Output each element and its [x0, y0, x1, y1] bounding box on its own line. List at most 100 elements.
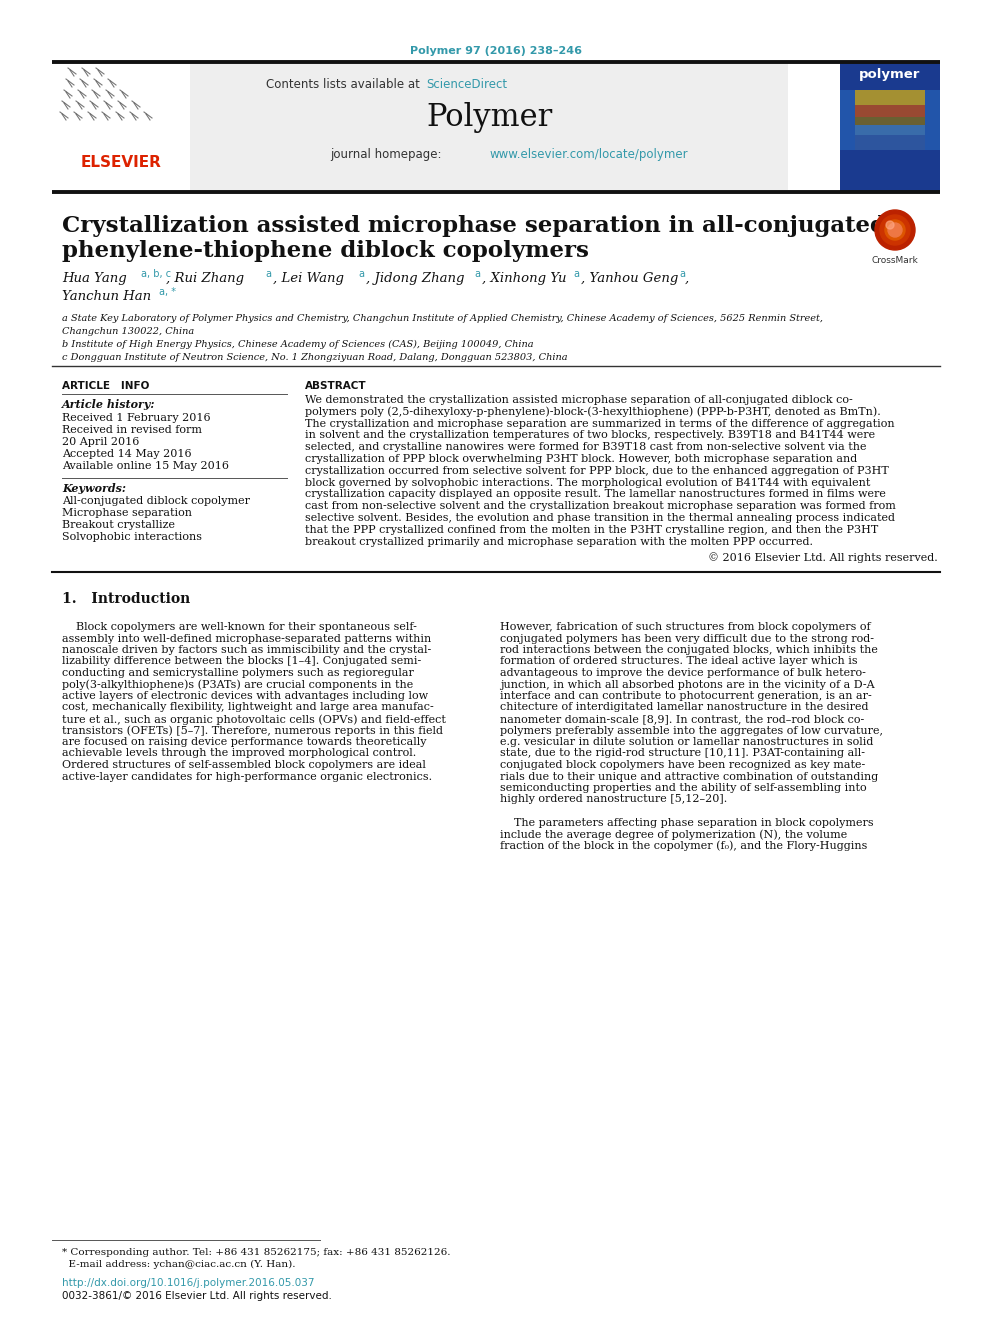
Text: We demonstrated the crystallization assisted microphase separation of all-conjug: We demonstrated the crystallization assi… [305, 396, 853, 405]
Text: © 2016 Elsevier Ltd. All rights reserved.: © 2016 Elsevier Ltd. All rights reserved… [708, 553, 938, 564]
Text: ARTICLE   INFO: ARTICLE INFO [62, 381, 150, 392]
Text: a: a [573, 269, 579, 279]
Text: , Yanhou Geng: , Yanhou Geng [581, 273, 679, 284]
Text: advantageous to improve the device performance of bulk hetero-: advantageous to improve the device perfo… [500, 668, 866, 677]
Text: a, b, c: a, b, c [141, 269, 172, 279]
Text: active-layer candidates for high-performance organic electronics.: active-layer candidates for high-perform… [62, 771, 433, 782]
Text: , Lei Wang: , Lei Wang [273, 273, 344, 284]
Circle shape [875, 210, 915, 250]
Text: Polymer 97 (2016) 238–246: Polymer 97 (2016) 238–246 [410, 46, 582, 56]
Bar [855, 90, 925, 105]
Text: lizability difference between the blocks [1–4]. Conjugated semi-: lizability difference between the blocks… [62, 656, 422, 667]
Text: ,: , [685, 273, 689, 284]
Text: Ordered structures of self-assembled block copolymers are ideal: Ordered structures of self-assembled blo… [62, 759, 426, 770]
Text: polymers preferably assemble into the aggregates of low curvature,: polymers preferably assemble into the ag… [500, 725, 883, 736]
Text: breakout crystallized primarily and microphase separation with the molten PPP oc: breakout crystallized primarily and micr… [305, 537, 813, 546]
Text: Breakout crystallize: Breakout crystallize [62, 520, 175, 531]
Text: formation of ordered structures. The ideal active layer which is: formation of ordered structures. The ide… [500, 656, 858, 667]
Text: fraction of the block in the copolymer (f₀), and the Flory-Huggins: fraction of the block in the copolymer (… [500, 840, 867, 851]
Text: semiconducting properties and the ability of self-assembling into: semiconducting properties and the abilit… [500, 783, 867, 792]
Text: Crystallization assisted microphase separation in all-conjugated: Crystallization assisted microphase sepa… [62, 216, 886, 237]
Text: Changchun 130022, China: Changchun 130022, China [62, 327, 194, 336]
Text: are focused on raising device performance towards theoretically: are focused on raising device performanc… [62, 737, 427, 747]
Text: a: a [265, 269, 271, 279]
Text: 1.   Introduction: 1. Introduction [62, 591, 190, 606]
Text: However, fabrication of such structures from block copolymers of: However, fabrication of such structures … [500, 622, 871, 632]
Circle shape [888, 224, 902, 237]
Circle shape [885, 220, 905, 239]
Bar [52, 62, 190, 192]
Text: junction, in which all absorbed photons are in the vicinity of a D-A: junction, in which all absorbed photons … [500, 680, 875, 689]
Text: crystallization capacity displayed an opposite result. The lamellar nanostructur: crystallization capacity displayed an op… [305, 490, 886, 499]
Text: active layers of electronic devices with advantages including low: active layers of electronic devices with… [62, 691, 429, 701]
Text: cost, mechanically flexibility, lightweight and large area manufac-: cost, mechanically flexibility, lightwei… [62, 703, 434, 713]
Text: transistors (OFETs) [5–7]. Therefore, numerous reports in this field: transistors (OFETs) [5–7]. Therefore, nu… [62, 725, 443, 736]
Text: c Dongguan Institute of Neutron Science, No. 1 Zhongziyuan Road, Dalang, Donggua: c Dongguan Institute of Neutron Science,… [62, 353, 567, 363]
Bar [840, 62, 940, 192]
Text: , Xinhong Yu: , Xinhong Yu [482, 273, 566, 284]
Text: highly ordered nanostructure [5,12–20].: highly ordered nanostructure [5,12–20]. [500, 795, 727, 804]
Text: conjugated polymers has been very difficult due to the strong rod-: conjugated polymers has been very diffic… [500, 634, 874, 643]
Text: nanometer domain-scale [8,9]. In contrast, the rod–rod block co-: nanometer domain-scale [8,9]. In contras… [500, 714, 864, 724]
Text: selective solvent. Besides, the evolution and phase transition in the thermal an: selective solvent. Besides, the evolutio… [305, 513, 895, 523]
Text: Contents lists available at: Contents lists available at [267, 78, 424, 91]
Text: assembly into well-defined microphase-separated patterns within: assembly into well-defined microphase-se… [62, 634, 432, 643]
Text: Accepted 14 May 2016: Accepted 14 May 2016 [62, 448, 191, 459]
Text: interface and can contribute to photocurrent generation, is an ar-: interface and can contribute to photocur… [500, 691, 872, 701]
Text: b Institute of High Energy Physics, Chinese Academy of Sciences (CAS), Beijing 1: b Institute of High Energy Physics, Chin… [62, 340, 534, 349]
Text: conducting and semicrystalline polymers such as regioregular: conducting and semicrystalline polymers … [62, 668, 414, 677]
Text: , Jidong Zhang: , Jidong Zhang [366, 273, 464, 284]
Text: Microphase separation: Microphase separation [62, 508, 192, 519]
Bar [840, 90, 940, 149]
Text: a: a [679, 269, 685, 279]
Text: a: a [358, 269, 364, 279]
Bar [855, 116, 925, 124]
Bar [855, 124, 925, 135]
Text: state, due to the rigid-rod structure [10,11]. P3AT-containing all-: state, due to the rigid-rod structure [1… [500, 749, 865, 758]
Text: that the PPP crystallized confined from the molten in the P3HT crystalline regio: that the PPP crystallized confined from … [305, 525, 878, 534]
Text: E-mail address: ychan@ciac.ac.cn (Y. Han).: E-mail address: ychan@ciac.ac.cn (Y. Han… [62, 1259, 296, 1269]
Text: 20 April 2016: 20 April 2016 [62, 437, 139, 447]
Text: Article history:: Article history: [62, 400, 156, 410]
Text: Available online 15 May 2016: Available online 15 May 2016 [62, 460, 229, 471]
Text: a State Key Laboratory of Polymer Physics and Chemistry, Changchun Institute of : a State Key Laboratory of Polymer Physic… [62, 314, 823, 323]
Text: conjugated block copolymers have been recognized as key mate-: conjugated block copolymers have been re… [500, 759, 865, 770]
Text: in solvent and the crystallization temperatures of two blocks, respectively. B39: in solvent and the crystallization tempe… [305, 430, 875, 441]
Circle shape [880, 216, 910, 245]
Text: crystallization occurred from selective solvent for PPP block, due to the enhanc: crystallization occurred from selective … [305, 466, 889, 476]
Text: http://dx.doi.org/10.1016/j.polymer.2016.05.037: http://dx.doi.org/10.1016/j.polymer.2016… [62, 1278, 314, 1289]
Text: www.elsevier.com/locate/polymer: www.elsevier.com/locate/polymer [490, 148, 688, 161]
Text: include the average degree of polymerization (N), the volume: include the average degree of polymeriza… [500, 830, 847, 840]
Text: * Corresponding author. Tel: +86 431 85262175; fax: +86 431 85262126.: * Corresponding author. Tel: +86 431 852… [62, 1248, 450, 1257]
Text: crystallization of PPP block overwhelming P3HT block. However, both microphase s: crystallization of PPP block overwhelmin… [305, 454, 857, 464]
Text: achievable levels through the improved morphological control.: achievable levels through the improved m… [62, 749, 417, 758]
Text: ScienceDirect: ScienceDirect [426, 78, 507, 91]
Text: chitecture of interdigitated lamellar nanostructure in the desired: chitecture of interdigitated lamellar na… [500, 703, 869, 713]
Text: a: a [474, 269, 480, 279]
Bar [190, 62, 788, 192]
Text: Solvophobic interactions: Solvophobic interactions [62, 532, 202, 542]
Text: ELSEVIER: ELSEVIER [80, 155, 162, 169]
Text: polymer: polymer [859, 67, 921, 81]
Text: selected, and crystalline nanowires were formed for B39T18 cast from non-selecti: selected, and crystalline nanowires were… [305, 442, 866, 452]
Bar [855, 135, 925, 149]
Text: Hua Yang: Hua Yang [62, 273, 127, 284]
Text: 0032-3861/© 2016 Elsevier Ltd. All rights reserved.: 0032-3861/© 2016 Elsevier Ltd. All right… [62, 1291, 332, 1301]
Circle shape [886, 221, 894, 229]
Text: nanoscale driven by factors such as immiscibility and the crystal-: nanoscale driven by factors such as immi… [62, 646, 432, 655]
Text: Received 1 February 2016: Received 1 February 2016 [62, 413, 210, 423]
Text: Polymer: Polymer [426, 102, 553, 134]
Text: The parameters affecting phase separation in block copolymers: The parameters affecting phase separatio… [500, 818, 874, 827]
Text: journal homepage:: journal homepage: [330, 148, 445, 161]
Text: phenylene-thiophene diblock copolymers: phenylene-thiophene diblock copolymers [62, 239, 589, 262]
Text: All-conjugated diblock copolymer: All-conjugated diblock copolymer [62, 496, 250, 505]
Text: rod interactions between the conjugated blocks, which inhibits the: rod interactions between the conjugated … [500, 646, 878, 655]
Text: polymers poly (2,5-dihexyloxy-p-phenylene)-block-(3-hexylthiophene) (PPP-b-P3HT,: polymers poly (2,5-dihexyloxy-p-phenylen… [305, 406, 881, 417]
Text: e.g. vesicular in dilute solution or lamellar nanostructures in solid: e.g. vesicular in dilute solution or lam… [500, 737, 873, 747]
Text: ture et al., such as organic photovoltaic cells (OPVs) and field-effect: ture et al., such as organic photovoltai… [62, 714, 445, 725]
Text: Keywords:: Keywords: [62, 483, 126, 493]
Text: The crystallization and microphase separation are summarized in terms of the dif: The crystallization and microphase separ… [305, 418, 895, 429]
Text: a, *: a, * [159, 287, 176, 296]
Text: block governed by solvophobic interactions. The morphological evolution of B41T4: block governed by solvophobic interactio… [305, 478, 870, 488]
Text: cast from non-selective solvent and the crystallization breakout microphase sepa: cast from non-selective solvent and the … [305, 501, 896, 511]
